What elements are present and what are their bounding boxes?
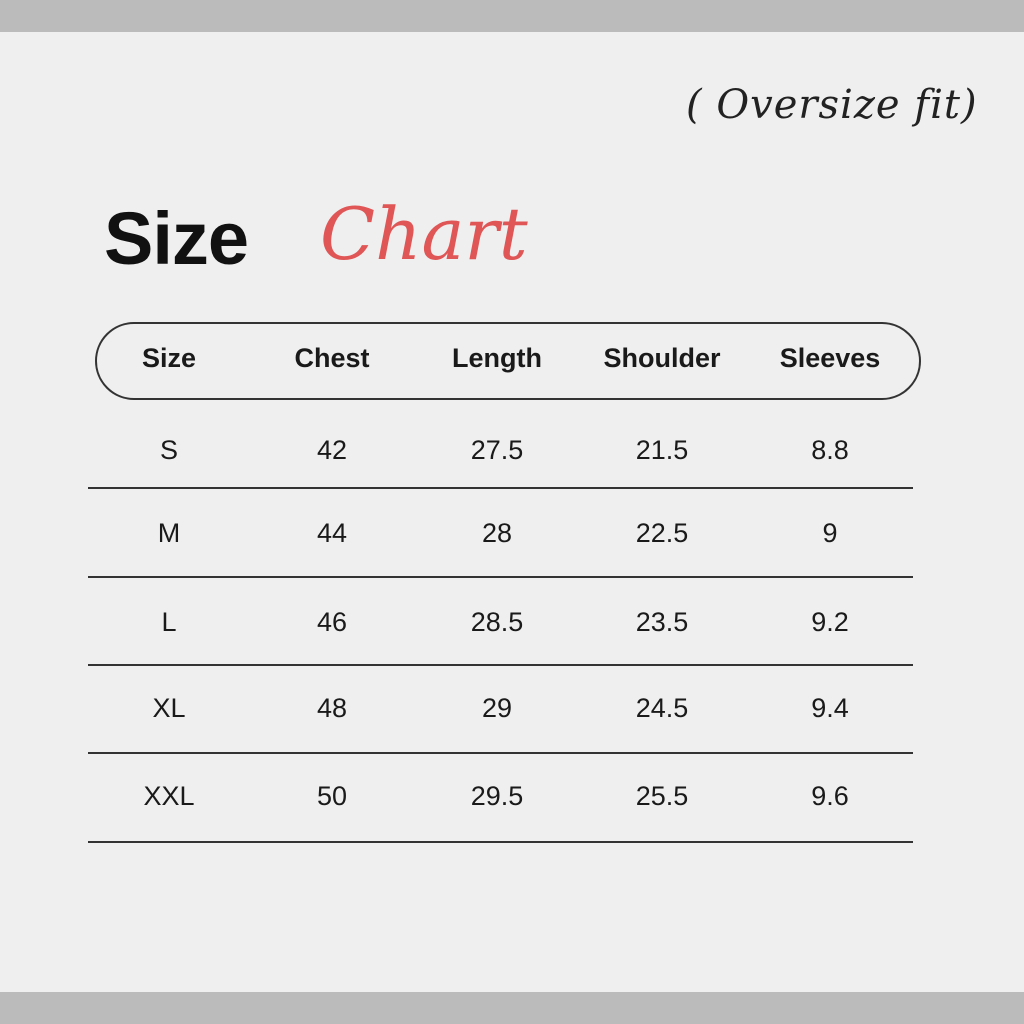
table-cell: 9 [822,518,838,548]
title-bold: Size [104,197,249,280]
table-cell: 48 [316,693,348,723]
title-script: Chart [320,192,528,276]
row-divider [88,752,913,754]
table-cell: 50 [316,781,348,811]
fit-note: ( Oversize fit) [686,82,978,128]
row-divider [88,664,913,666]
table-cell: 42 [316,435,348,465]
table-cell: 29 [481,693,513,723]
table-header [95,322,921,400]
table-cell: 25.5 [635,781,689,811]
table-cell: 27.5 [470,435,524,465]
table-cell: 9.4 [811,693,849,723]
table-cell: 44 [316,518,348,548]
header-shoulder: Shoulder [603,343,721,373]
table-cell: XL [152,693,186,723]
table-cell: 8.8 [811,435,849,465]
table-cell: M [157,518,181,548]
table-cell: XXL [143,781,195,811]
table-cell: 46 [316,607,348,637]
table-cell: 28 [481,518,513,548]
table-cell: 21.5 [635,435,689,465]
header-length: Length [452,343,542,373]
bottom-frame-bar [0,992,1024,1024]
table-cell: 24.5 [635,693,689,723]
row-divider [88,576,913,578]
table-cell: L [161,607,177,637]
header-sleeves: Sleeves [779,343,881,373]
table-cell: 9.2 [811,607,849,637]
table-cell: 28.5 [470,607,524,637]
table-cell: 23.5 [635,607,689,637]
table-cell: S [159,435,178,465]
table-cell: 9.6 [811,781,849,811]
row-divider [88,841,913,843]
row-divider [88,487,913,489]
header-chest: Chest [294,343,370,373]
table-cell: 29.5 [470,781,524,811]
header-size: Size [141,343,197,373]
top-frame-bar [0,0,1024,32]
table-cell: 22.5 [635,518,689,548]
